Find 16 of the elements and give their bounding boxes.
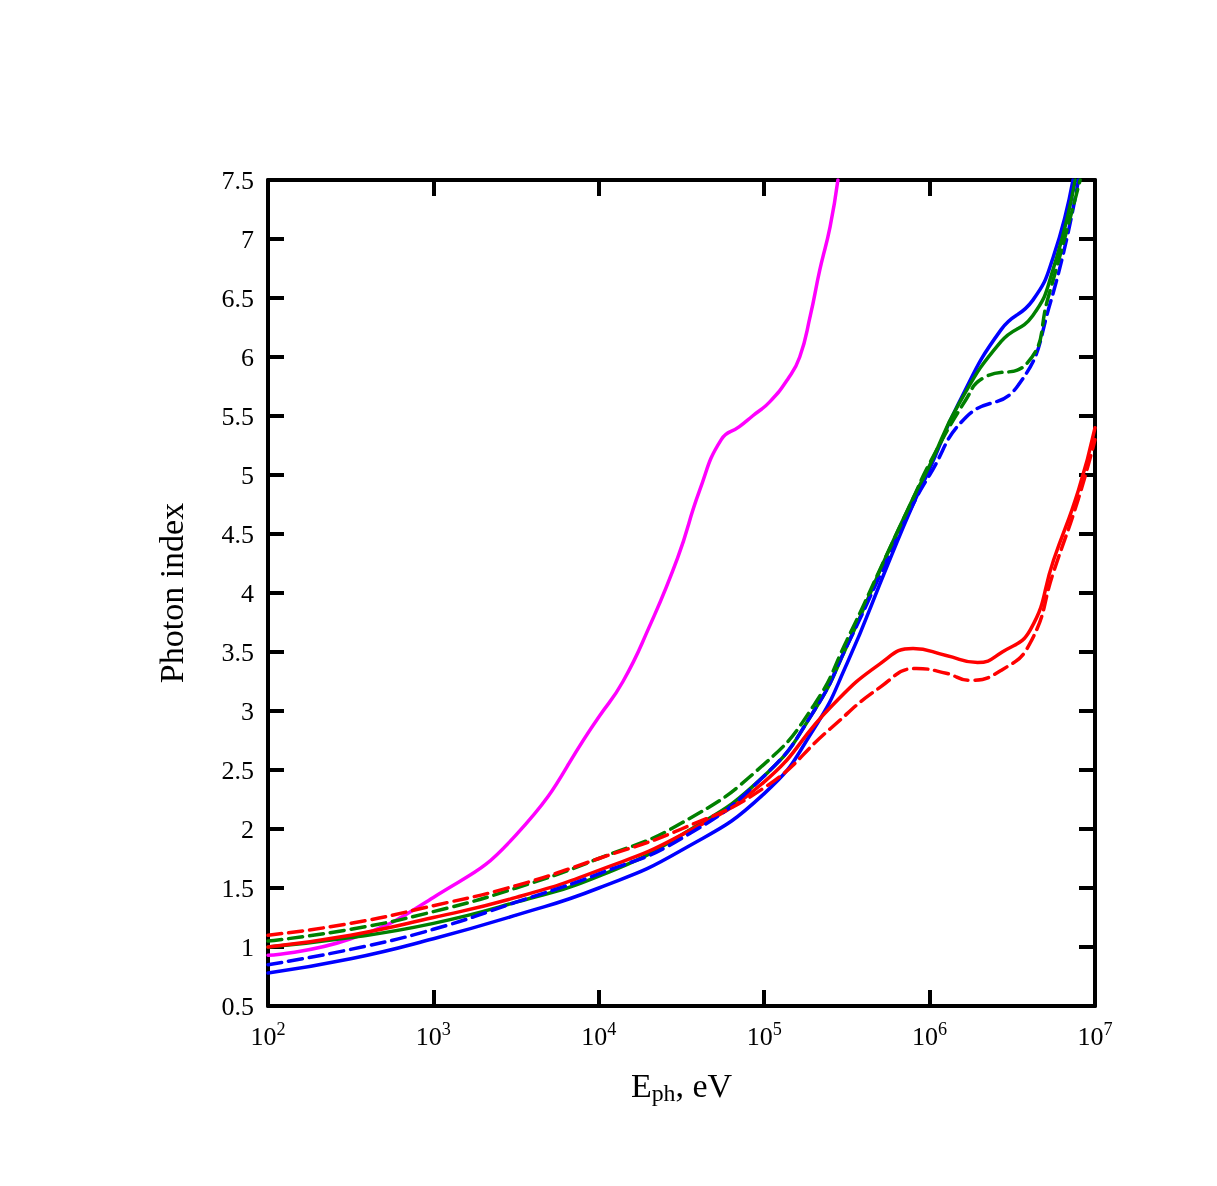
y-tick-label: 3.5 [221,637,254,667]
y-tick-label: 2 [241,814,254,844]
y-tick-label: 4.5 [221,519,254,549]
y-tick-label: 1 [241,932,254,962]
y-tick-label: 5.5 [221,401,254,431]
y-tick-label: 0.5 [221,991,254,1021]
y-tick-label: 1.5 [221,873,254,903]
y-tick-label: 7.5 [221,165,254,195]
y-tick-label: 3 [241,696,254,726]
y-tick-label: 6.5 [221,283,254,313]
y-tick-label: 2.5 [221,755,254,785]
y-axis-title: Photon index [152,502,190,684]
y-tick-label: 5 [241,460,254,490]
y-tick-label: 7 [241,224,254,254]
y-tick-label: 4 [241,578,254,608]
y-tick-label: 6 [241,342,254,372]
